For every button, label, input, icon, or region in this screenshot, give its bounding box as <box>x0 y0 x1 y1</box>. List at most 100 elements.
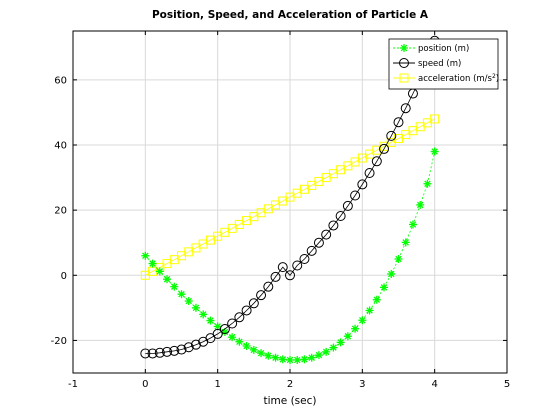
y-tick-label: 60 <box>54 75 67 86</box>
speed-point <box>183 342 194 353</box>
position-point <box>242 341 251 350</box>
speed-point <box>335 211 346 222</box>
speed-point <box>328 220 339 231</box>
position-point <box>408 220 417 229</box>
speed-point <box>219 324 230 335</box>
ticks-layer: -1 0 1 2 3 4 5 -20 0 20 40 60 <box>51 31 510 390</box>
legend-accel-label-base: acceleration (m/s <box>418 74 493 84</box>
position-point <box>249 345 258 354</box>
speed-point <box>357 179 368 190</box>
x-tick-label: 0 <box>142 379 148 390</box>
legend-speed-marker <box>399 58 409 68</box>
speed-point <box>379 143 390 154</box>
position-point <box>365 306 374 315</box>
y-tick-label: 0 <box>61 271 67 282</box>
speed-point <box>292 260 303 271</box>
y-tick-label: -20 <box>51 336 67 347</box>
position-point <box>163 275 172 284</box>
speed-point <box>285 270 295 281</box>
position-point <box>199 310 208 319</box>
x-tick-label: -1 <box>68 379 78 390</box>
legend-speed-label: speed (m) <box>418 59 461 69</box>
position-point <box>300 355 309 364</box>
speed-point <box>270 271 281 282</box>
speed-point <box>263 281 274 292</box>
speed-point <box>306 245 317 256</box>
position-point <box>358 316 367 325</box>
chart-title: Position, Speed, and Acceleration of Par… <box>152 9 429 21</box>
speed-point <box>205 333 216 344</box>
position-point <box>257 349 266 358</box>
y-tick-label: 20 <box>54 206 67 217</box>
position-point <box>430 147 439 156</box>
position-point <box>387 269 396 278</box>
position-point <box>343 332 352 341</box>
position-point <box>228 333 237 342</box>
speed-point <box>256 290 267 301</box>
position-point <box>264 351 273 360</box>
position-point <box>329 343 338 352</box>
speed-point <box>299 254 310 264</box>
position-point <box>206 316 215 325</box>
speed-point <box>393 117 404 128</box>
legend-accel-label-sup: 2 <box>492 73 496 80</box>
speed-point <box>190 339 201 350</box>
speed-point <box>277 262 288 273</box>
speed-point <box>169 345 180 356</box>
position-point <box>184 297 193 306</box>
speed-point <box>321 229 332 240</box>
speed-point <box>313 237 324 248</box>
x-axis-label: time (sec) <box>264 395 317 407</box>
position-point <box>177 290 186 299</box>
position-point <box>336 338 345 347</box>
legend[interactable]: position (m) speed (m) acceleration (m/s… <box>388 38 499 90</box>
speed-point <box>400 103 411 114</box>
speed-point <box>176 344 187 355</box>
position-point <box>235 337 244 346</box>
speed-point <box>162 346 173 357</box>
speed-point <box>371 156 382 167</box>
x-tick-label: 2 <box>287 379 293 390</box>
speed-point <box>386 130 397 141</box>
position-point <box>271 353 280 362</box>
speed-point <box>234 312 245 323</box>
speed-point <box>154 347 165 358</box>
position-point <box>278 355 287 364</box>
position-point <box>322 347 331 356</box>
position-point <box>416 200 425 209</box>
acceleration-point <box>430 114 440 124</box>
position-point <box>155 267 164 276</box>
speed-point <box>350 190 361 201</box>
speed-point <box>140 348 151 359</box>
position-point <box>401 238 410 247</box>
x-tick-label: 5 <box>504 379 510 390</box>
x-tick-label: 1 <box>214 379 220 390</box>
legend-position-label: position (m) <box>418 44 469 54</box>
x-tick-label: 4 <box>431 379 437 390</box>
legend-accel-label-end: ) <box>496 74 499 84</box>
speed-point <box>241 305 252 316</box>
legend-accel-label: acceleration (m/s2) <box>418 73 499 84</box>
legend-position-marker <box>400 44 408 52</box>
position-point <box>372 295 381 304</box>
position-point <box>170 282 179 291</box>
legend-box <box>388 38 499 90</box>
speed-point <box>147 348 158 359</box>
position-point <box>314 351 323 360</box>
x-tick-label: 3 <box>359 379 365 390</box>
position-point <box>423 179 432 188</box>
position-point <box>191 303 200 312</box>
speed-point <box>227 318 238 329</box>
series-layer <box>140 35 440 364</box>
speed-point <box>364 168 375 179</box>
speed-point <box>212 328 223 339</box>
speed-point <box>248 298 259 309</box>
position-point <box>394 255 403 263</box>
position-point <box>380 283 389 292</box>
position-point <box>307 353 316 362</box>
position-point <box>293 355 302 364</box>
position-point <box>351 324 360 333</box>
position-point <box>141 251 150 260</box>
legend-position-asterisk <box>400 44 408 52</box>
